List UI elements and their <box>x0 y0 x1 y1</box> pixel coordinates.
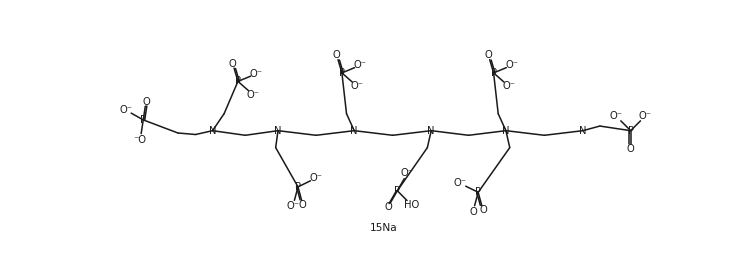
Text: P: P <box>491 68 497 78</box>
Text: O: O <box>384 202 392 212</box>
Text: O: O <box>469 207 477 217</box>
Text: O⁻: O⁻ <box>351 81 363 91</box>
Text: O⁻: O⁻ <box>119 105 133 115</box>
Text: N: N <box>351 126 358 136</box>
Text: P: P <box>475 187 481 197</box>
Text: O: O <box>229 59 237 69</box>
Text: N: N <box>428 126 435 136</box>
Text: P: P <box>628 126 634 136</box>
Text: O⁻: O⁻ <box>354 60 367 70</box>
Text: N: N <box>274 126 282 136</box>
Text: O⁻: O⁻ <box>246 90 259 100</box>
Text: N: N <box>579 126 586 136</box>
Text: O: O <box>142 97 150 107</box>
Text: O: O <box>485 50 492 60</box>
Text: P: P <box>394 186 400 196</box>
Text: P: P <box>339 68 345 78</box>
Text: HO: HO <box>404 200 419 210</box>
Text: O⁻: O⁻ <box>454 178 467 189</box>
Text: O: O <box>627 144 634 154</box>
Text: O: O <box>479 205 487 215</box>
Text: O⁻: O⁻ <box>286 201 300 211</box>
Text: O: O <box>299 200 306 210</box>
Text: ⁻O: ⁻O <box>134 135 147 145</box>
Text: O⁻: O⁻ <box>502 81 515 91</box>
Text: O⁻: O⁻ <box>401 168 414 178</box>
Text: P: P <box>235 76 241 86</box>
Text: 15Na: 15Na <box>369 223 398 233</box>
Text: O: O <box>333 50 341 60</box>
Text: N: N <box>502 126 509 136</box>
Text: O⁻: O⁻ <box>250 69 263 79</box>
Text: O⁻: O⁻ <box>610 112 623 121</box>
Text: N: N <box>209 126 216 136</box>
Text: O⁻: O⁻ <box>309 173 323 183</box>
Text: O⁻: O⁻ <box>506 60 518 70</box>
Text: O⁻: O⁻ <box>638 112 652 121</box>
Text: P: P <box>295 182 301 192</box>
Text: P: P <box>140 115 146 125</box>
